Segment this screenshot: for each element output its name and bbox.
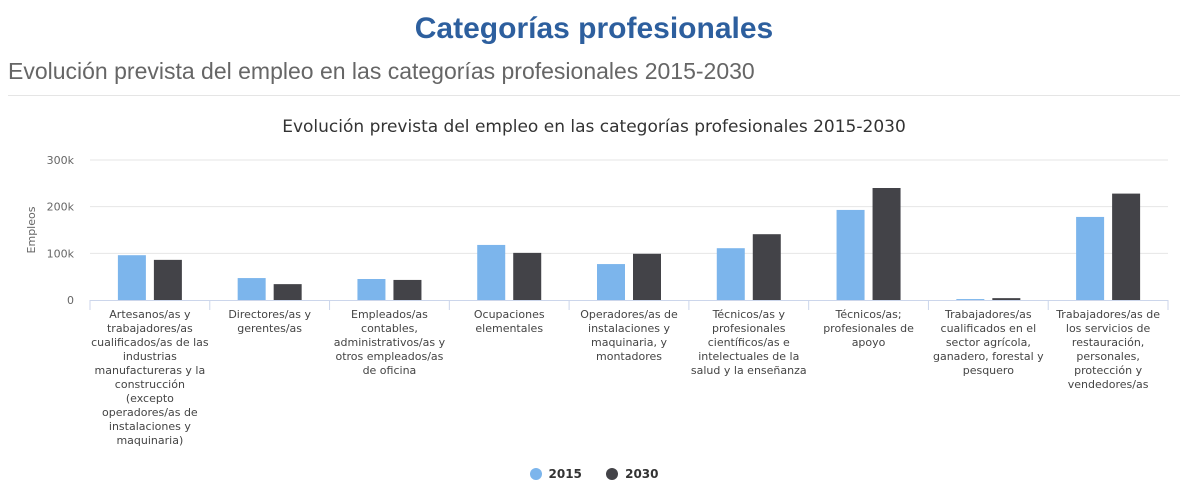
bar-2015 [836,209,865,300]
legend-item-2030[interactable]: 2030 [606,467,659,481]
bar-2030 [1112,193,1141,300]
x-tick-label: Operadores/as de instalaciones y maquina… [580,308,678,363]
bar-2015 [1076,216,1105,300]
legend-dot-icon [529,468,542,480]
bar-2015 [357,279,386,300]
page-title: Categorías profesionales [414,12,774,45]
x-tick-label: Técnicos/as; profesionales de apoyo [823,308,914,349]
legend: 2015 2030 [0,467,1188,483]
bar-2030 [153,259,182,300]
page-subtitle: Evolución prevista del empleo en las cat… [8,58,755,84]
x-tick-label: Trabajadores/as cualificados en el secto… [932,308,1044,377]
bar-2015 [237,278,266,300]
bar-2030 [872,188,901,300]
bar-2030 [273,284,302,300]
bar-2015 [716,248,745,300]
x-tick-label: Empleados/as contables, administrativos/… [333,308,446,377]
legend-item-2015[interactable]: 2015 [529,467,582,481]
bar-2015 [597,264,625,300]
x-tick-label: Técnicos/as y profesionales científicos/… [690,308,807,377]
y-tick-label: 0 [67,294,74,307]
bar-2015 [956,299,985,300]
x-tick-label: Artesanos/as y trabajadores/as cualifica… [91,308,209,447]
bar-2030 [393,279,422,300]
x-tick-label: Ocupaciones elementales [473,308,545,335]
x-tick-label: Trabajadores/as de los servicios de rest… [1056,308,1161,391]
legend-dot-icon [606,468,619,480]
y-axis-label: Empleos [25,206,38,253]
bar-2030 [992,298,1021,300]
y-tick-label: 300k [47,154,75,167]
y-tick-label: 200k [47,201,75,214]
legend-label: 2015 [548,467,582,481]
divider [8,95,1180,96]
bar-2015 [117,255,146,300]
y-tick-label: 100k [47,247,75,260]
chart-title: Evolución prevista del empleo en las cat… [282,117,906,137]
bar-2030 [513,252,542,300]
legend-label: 2030 [625,467,659,481]
bar-2015 [477,244,506,300]
bar-2030 [633,253,661,300]
bar-2030 [752,234,781,300]
x-tick-label: Directores/as y gerentes/as [228,308,311,335]
